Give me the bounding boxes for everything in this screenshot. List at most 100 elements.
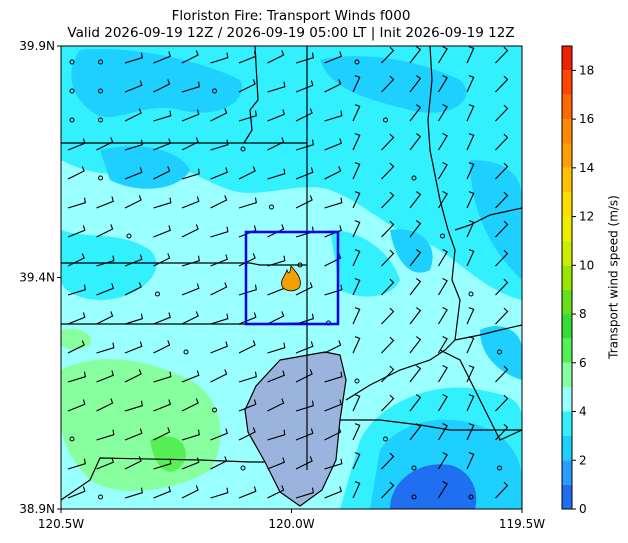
wind-barb — [352, 307, 361, 325]
wind-barb — [381, 220, 395, 238]
wind-barb — [124, 80, 143, 93]
wind-barb — [181, 398, 199, 412]
colorbar-tick-label: 18 — [579, 63, 594, 77]
colorbar-segment — [562, 240, 572, 266]
wind-barb — [181, 311, 199, 325]
calm-marker — [98, 117, 103, 123]
wind-barb — [153, 371, 172, 383]
colorbar-segment — [562, 362, 572, 388]
wind-barb — [181, 109, 200, 122]
wind-barb — [267, 50, 285, 64]
wind-barb — [210, 341, 228, 354]
calm-marker — [240, 465, 246, 471]
wind-barb — [409, 336, 422, 354]
wind-barb — [181, 50, 199, 64]
wind-barb — [238, 253, 256, 267]
wind-barb — [438, 46, 448, 64]
wind-barb — [210, 254, 228, 267]
wind-barb — [324, 51, 342, 64]
wind-barb — [352, 394, 361, 412]
wind-barb — [153, 225, 171, 238]
wind-barb — [267, 370, 285, 383]
calm-marker — [411, 494, 417, 500]
wind-barb — [381, 249, 395, 267]
wind-barb — [96, 457, 114, 470]
wind-barb — [295, 195, 313, 209]
wind-barb — [381, 365, 395, 383]
calm-marker — [98, 59, 103, 65]
wind-barb — [381, 394, 395, 412]
wind-barb — [466, 133, 475, 151]
wind-barb — [295, 400, 314, 412]
wind-barb — [352, 278, 361, 296]
wind-barb — [181, 457, 200, 470]
wind-barb — [352, 249, 361, 267]
wind-barb — [352, 336, 361, 354]
wind-barb — [153, 166, 171, 180]
wind-barb — [96, 283, 114, 296]
calm-marker — [212, 407, 217, 413]
wind-barb — [495, 162, 509, 180]
wind-barb — [409, 307, 422, 325]
wind-barb — [409, 104, 422, 122]
wind-barb — [495, 46, 509, 64]
speed-field-1 — [390, 464, 477, 509]
wind-barb — [295, 52, 314, 64]
wind-barb — [267, 81, 286, 93]
wind-barb — [181, 485, 199, 499]
colorbar-tick-label: 12 — [579, 210, 594, 224]
wind-barb — [324, 427, 342, 441]
wind-barb — [381, 191, 395, 209]
y-tick-label: 39.9N — [19, 39, 55, 53]
wind-barb — [295, 428, 314, 441]
wind-barb — [124, 369, 142, 383]
wind-barb — [181, 196, 200, 209]
calm-marker — [98, 88, 103, 94]
calm-marker — [354, 59, 360, 65]
calm-marker — [383, 436, 388, 442]
wind-barb — [466, 394, 475, 412]
calm-marker — [468, 291, 474, 297]
wind-barb — [495, 365, 509, 383]
wind-barb — [438, 162, 448, 180]
wind-barb — [210, 487, 229, 499]
wind-barb — [381, 307, 395, 325]
wind-barb — [96, 255, 115, 267]
calm-marker — [354, 378, 360, 384]
x-tick-label: 120.0W — [268, 517, 314, 531]
wind-barb — [324, 225, 342, 238]
wind-barb — [466, 365, 475, 383]
colorbar-segment — [562, 435, 572, 461]
wind-barb — [181, 255, 200, 267]
wind-barb — [96, 224, 114, 238]
map-title: Floriston Fire: Transport Winds f000 — [172, 8, 411, 24]
wind-barb — [210, 52, 229, 64]
wind-barb — [210, 226, 229, 238]
wind-barb — [124, 282, 142, 296]
colorbar: 0 2 4 6 8 10 12 14 16 18 — [561, 45, 594, 516]
fire-perimeter — [281, 265, 301, 292]
wind-barb — [181, 168, 200, 180]
wind-barb — [466, 307, 475, 325]
wind-barb — [96, 398, 114, 412]
wind-barb — [324, 79, 342, 93]
wind-barb — [409, 394, 422, 412]
calm-marker — [98, 494, 103, 500]
wind-barb — [124, 456, 142, 470]
wind-barb — [267, 137, 285, 151]
wind-barb — [381, 75, 395, 93]
wind-barb — [466, 46, 475, 64]
wind-barb — [438, 452, 448, 470]
wind-barb — [67, 225, 86, 238]
wind-barb — [466, 220, 475, 238]
wind-barb — [267, 342, 286, 354]
colorbar-tick-label: 6 — [579, 356, 587, 370]
wind-barb — [238, 340, 256, 354]
wind-barb — [67, 284, 86, 296]
x-tick-label: 120.5W — [38, 517, 84, 531]
wind-barb — [153, 138, 171, 151]
wind-barb — [267, 224, 285, 238]
wind-barb — [381, 336, 395, 354]
wind-barb — [324, 166, 342, 180]
wind-barb — [96, 370, 114, 383]
